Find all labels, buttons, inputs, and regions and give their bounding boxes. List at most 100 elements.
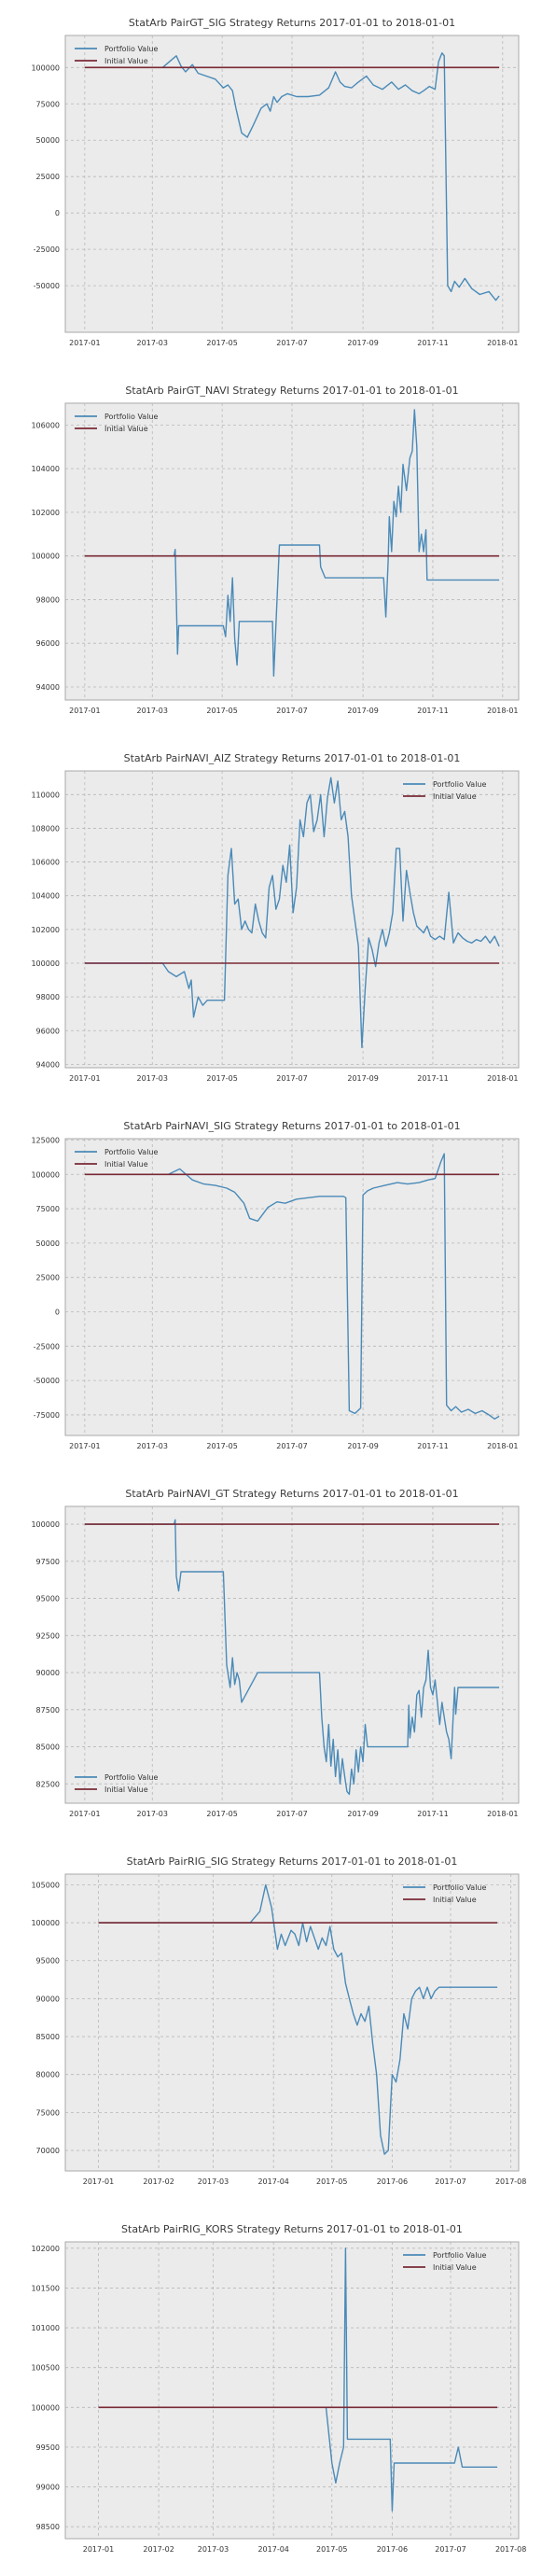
x-tick-label: 2017-01: [83, 2177, 114, 2186]
y-tick-label: 94000: [36, 1060, 60, 1069]
y-tick-label: 102000: [31, 509, 60, 517]
x-tick-label: 2017-09: [347, 1074, 378, 1083]
y-tick-label: 97500: [36, 1558, 60, 1566]
x-tick-label: 2017-02: [143, 2545, 174, 2554]
portfolio-value-line: [84, 1153, 500, 1421]
x-tick-label: 2017-01: [69, 1074, 100, 1083]
portfolio-value-line: [98, 2247, 498, 2512]
portfolio-value-line: [84, 52, 500, 301]
chart-panel-1: StatArb PairGT_SIG Strategy Returns 2017…: [31, 17, 520, 347]
y-tick-label: 98000: [36, 595, 60, 604]
y-tick-label: 102000: [31, 2245, 60, 2253]
y-tick-label: 101000: [31, 2324, 60, 2332]
y-tick-label: 92500: [36, 1631, 60, 1640]
x-tick-label: 2017-07: [276, 1074, 307, 1083]
y-tick-label: 70000: [36, 2147, 60, 2155]
y-tick-label: 82500: [36, 1780, 60, 1788]
x-tick-label: 2017-08: [495, 2545, 526, 2554]
y-tick-label: 100000: [31, 959, 60, 968]
y-tick-label: 100000: [31, 63, 60, 72]
legend: Portfolio Value Initial Value: [403, 780, 487, 801]
legend-label: Initial Value: [104, 425, 148, 433]
legend-label: Initial Value: [433, 792, 477, 801]
y-tick-label: 106000: [31, 859, 60, 867]
x-tick-label: 2017-09: [347, 1442, 378, 1450]
chart-title: StatArb PairGT_NAVI Strategy Returns 201…: [125, 385, 458, 397]
portfolio-value-line: [84, 1519, 500, 1796]
y-tick-label: 85000: [36, 1743, 60, 1752]
y-tick-label: -50000: [34, 282, 60, 290]
x-tick-label: 2017-05: [316, 2545, 347, 2554]
x-tick-label: 2017-05: [206, 339, 237, 347]
y-tick-label: 96000: [36, 639, 60, 648]
y-tick-label: 0: [55, 209, 60, 217]
legend: Portfolio Value Initial Value: [75, 45, 159, 65]
portfolio-value-line: [98, 1883, 498, 2155]
x-tick-label: 2017-01: [69, 1442, 100, 1450]
chart-title: StatArb PairNAVI_GT Strategy Returns 201…: [125, 1488, 458, 1500]
x-tick-label: 2017-11: [417, 1810, 448, 1818]
y-tick-label: 100000: [31, 1520, 60, 1529]
y-tick-label: 100000: [31, 553, 60, 561]
legend-label: Portfolio Value: [104, 45, 159, 53]
legend: Portfolio Value Initial Value: [403, 1883, 487, 1904]
y-tick-label: 101500: [31, 2284, 60, 2292]
legend-label: Portfolio Value: [433, 780, 487, 789]
chart-title: StatArb PairGT_SIG Strategy Returns 2017…: [129, 17, 455, 29]
y-tick-label: 108000: [31, 824, 60, 833]
y-tick-label: 25000: [36, 1274, 60, 1282]
x-tick-label: 2017-05: [206, 707, 237, 715]
x-tick-label: 2017-05: [206, 1442, 237, 1450]
x-tick-label: 2018-01: [487, 1074, 518, 1083]
legend-label: Portfolio Value: [433, 2251, 487, 2260]
y-tick-label: 100500: [31, 2364, 60, 2373]
x-tick-label: 2017-03: [198, 2545, 229, 2554]
x-tick-label: 2017-04: [257, 2545, 288, 2554]
legend-label: Portfolio Value: [104, 413, 159, 421]
legend: Portfolio Value Initial Value: [75, 413, 159, 433]
x-tick-label: 2017-09: [347, 1810, 378, 1818]
legend: Portfolio Value Initial Value: [75, 1773, 159, 1794]
y-tick-label: -25000: [34, 245, 60, 254]
legend-label: Initial Value: [433, 2263, 477, 2272]
chart-panel-6: StatArb PairRIG_SIG Strategy Returns 201…: [31, 1855, 526, 2186]
x-tick-label: 2017-03: [137, 707, 168, 715]
x-tick-label: 2017-09: [347, 339, 378, 347]
y-tick-label: 100000: [31, 1170, 60, 1179]
portfolio-value-line: [84, 777, 500, 1049]
y-tick-label: 75000: [36, 2108, 60, 2117]
x-tick-label: 2017-07: [276, 1810, 307, 1818]
x-tick-label: 2017-07: [435, 2177, 466, 2186]
x-tick-label: 2017-01: [83, 2545, 114, 2554]
x-tick-label: 2018-01: [487, 707, 518, 715]
legend-label: Initial Value: [104, 1160, 148, 1169]
x-tick-label: 2017-07: [276, 339, 307, 347]
y-tick-label: 102000: [31, 926, 60, 934]
y-tick-label: -50000: [34, 1377, 60, 1385]
x-tick-label: 2017-11: [417, 339, 448, 347]
y-tick-label: 125000: [31, 1136, 60, 1144]
chart-panel-2: StatArb PairGT_NAVI Strategy Returns 201…: [31, 385, 520, 715]
y-tick-label: 99000: [36, 2484, 60, 2492]
x-tick-label: 2017-03: [198, 2177, 229, 2186]
plot-area: [64, 2241, 520, 2540]
x-tick-label: 2018-01: [487, 339, 518, 347]
legend: Portfolio Value Initial Value: [403, 2251, 487, 2272]
y-tick-label: 104000: [31, 465, 60, 473]
y-tick-label: 100000: [31, 2403, 60, 2412]
x-tick-label: 2017-11: [417, 707, 448, 715]
y-tick-label: 0: [55, 1309, 60, 1317]
legend-label: Initial Value: [104, 57, 148, 65]
x-tick-label: 2017-01: [69, 1810, 100, 1818]
chart-title: StatArb PairNAVI_SIG Strategy Returns 20…: [123, 1120, 460, 1132]
x-tick-label: 2017-06: [377, 2545, 408, 2554]
plot-area: [64, 1873, 520, 2172]
y-tick-label: 94000: [36, 683, 60, 692]
x-tick-label: 2017-08: [495, 2177, 526, 2186]
y-tick-label: 95000: [36, 1595, 60, 1603]
x-tick-label: 2018-01: [487, 1442, 518, 1450]
y-tick-label: 100000: [31, 1919, 60, 1927]
chart-panel-5: StatArb PairNAVI_GT Strategy Returns 201…: [31, 1488, 520, 1818]
y-tick-label: 85000: [36, 2033, 60, 2041]
y-tick-label: 104000: [31, 892, 60, 901]
